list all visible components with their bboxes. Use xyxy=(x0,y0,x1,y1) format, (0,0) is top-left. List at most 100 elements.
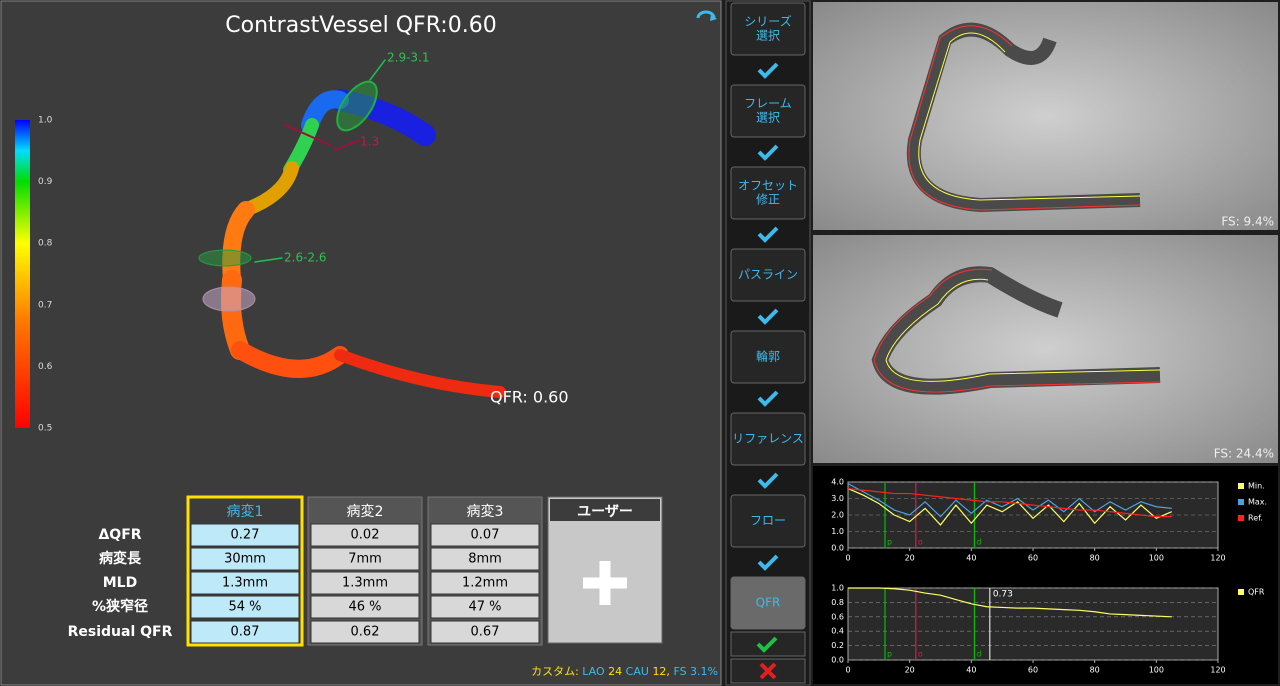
view-title: ContrastVessel QFR:0.60 xyxy=(225,13,496,38)
lesion-column[interactable] xyxy=(186,495,304,647)
x-tick-label: 80 xyxy=(1090,554,1100,563)
plus-icon[interactable] xyxy=(583,561,627,605)
legend-label: Min. xyxy=(1248,482,1265,491)
step-button[interactable] xyxy=(730,330,806,384)
row-label: MLD xyxy=(103,575,137,591)
legend-swatch xyxy=(1238,589,1244,595)
step-label[interactable]: シリーズ xyxy=(744,14,791,29)
legend-label: Ref. xyxy=(1248,514,1263,523)
step-label[interactable]: 輪郭 xyxy=(756,349,780,364)
footer-part: LAO xyxy=(582,665,605,678)
frame-shortening: FS: 9.4% xyxy=(1221,215,1274,229)
accept-button[interactable] xyxy=(730,631,806,657)
lesion-column[interactable] xyxy=(427,496,543,646)
step-check xyxy=(757,62,779,79)
y-tick-label: 2.0 xyxy=(831,511,844,520)
legend-swatch xyxy=(1238,483,1244,489)
step-label[interactable]: 選択 xyxy=(756,29,780,43)
row-label: %狭窄径 xyxy=(92,598,148,615)
cell-value: 0.07 xyxy=(471,528,500,543)
column-header[interactable]: 病変2 xyxy=(347,503,384,520)
footer-part: 24 xyxy=(608,665,622,678)
angiogram-1 xyxy=(813,2,1278,230)
table-cell xyxy=(310,595,420,619)
table-cell xyxy=(190,620,300,644)
accept-icon xyxy=(756,636,778,653)
x-tick-label: 0 xyxy=(845,666,850,675)
step-button[interactable] xyxy=(730,494,806,548)
table-cell xyxy=(310,571,420,595)
step-label[interactable]: オフセット xyxy=(738,179,798,193)
legend-swatch xyxy=(1238,515,1244,521)
y-tick-label: 0.0 xyxy=(831,544,844,553)
table-cell xyxy=(190,595,300,619)
step-button[interactable] xyxy=(730,248,806,302)
x-tick-label: 20 xyxy=(905,554,915,563)
step-check xyxy=(757,308,779,325)
legend-label: Max. xyxy=(1248,498,1267,507)
x-tick-label: 0 xyxy=(845,554,850,563)
step-button[interactable] xyxy=(730,2,806,56)
cell-value: 0.67 xyxy=(471,625,500,640)
x-tick-label: 20 xyxy=(905,666,915,675)
vessel-3d xyxy=(198,59,506,398)
x-tick-label: 120 xyxy=(1210,554,1225,563)
step-button[interactable] xyxy=(730,166,806,220)
y-tick-label: 0.8 xyxy=(831,598,844,607)
cell-value: 1.3mm xyxy=(342,576,388,591)
table-cell xyxy=(310,523,420,547)
table-cell xyxy=(190,523,300,547)
column-header[interactable]: ユーザー xyxy=(577,504,633,520)
step-button[interactable] xyxy=(730,84,806,138)
column-header[interactable]: 病変3 xyxy=(467,503,504,520)
step-label[interactable]: QFR xyxy=(756,596,781,610)
step-label[interactable]: リファレンス xyxy=(732,432,804,446)
y-tick-label: 3.0 xyxy=(831,494,844,503)
step-button[interactable] xyxy=(730,576,806,630)
vessel-label: 1.3 xyxy=(360,135,379,149)
frame-shortening: FS: 24.4% xyxy=(1214,447,1274,461)
colorbar-tick: 0.7 xyxy=(38,300,52,310)
table-cell xyxy=(190,547,300,571)
footer-part: 12, xyxy=(652,665,670,678)
cell-value: 0.87 xyxy=(231,625,260,640)
step-label[interactable]: パスライン xyxy=(738,268,798,282)
step-button[interactable] xyxy=(730,412,806,466)
x-tick-label: 100 xyxy=(1149,666,1164,675)
user-header xyxy=(550,499,660,521)
step-label[interactable]: 修正 xyxy=(756,192,780,207)
marker-label: p xyxy=(887,650,892,659)
marker-label: o xyxy=(918,650,923,659)
step-label[interactable]: フレーム xyxy=(744,97,792,111)
step-check xyxy=(757,554,779,571)
table-cell xyxy=(430,620,540,644)
table-cell xyxy=(430,571,540,595)
table-cell xyxy=(310,547,420,571)
step-label[interactable]: 選択 xyxy=(756,111,780,125)
colorbar-tick: 1.0 xyxy=(38,116,53,126)
vessel-label: 2.9-3.1 xyxy=(387,51,430,65)
table-cell xyxy=(430,547,540,571)
table-cell xyxy=(190,571,300,595)
y-tick-label: 1.0 xyxy=(831,527,844,536)
lesion-column[interactable] xyxy=(307,496,423,646)
y-tick-label: 0.0 xyxy=(831,656,844,665)
colorbar-tick: 0.6 xyxy=(38,362,53,372)
row-label: Residual QFR xyxy=(68,624,173,640)
vessel-label: QFR: 0.60 xyxy=(490,388,569,407)
cell-value: 46 % xyxy=(348,600,381,615)
vessel-label: 2.6-2.6 xyxy=(284,251,327,265)
marker-label: o xyxy=(918,538,923,547)
footer-part: カスタム: xyxy=(531,665,579,678)
y-tick-label: 4.0 xyxy=(831,478,844,487)
column-header[interactable]: 病変1 xyxy=(227,503,264,520)
legend-label: QFR xyxy=(1248,588,1265,597)
refresh-icon[interactable] xyxy=(696,10,717,21)
row-label: ΔQFR xyxy=(98,527,141,543)
x-tick-label: 80 xyxy=(1090,666,1100,675)
colorbar-tick: 0.5 xyxy=(38,424,52,434)
annotation-label: 0.73 xyxy=(993,590,1013,600)
step-check xyxy=(757,144,779,161)
step-label[interactable]: フロー xyxy=(750,514,786,528)
